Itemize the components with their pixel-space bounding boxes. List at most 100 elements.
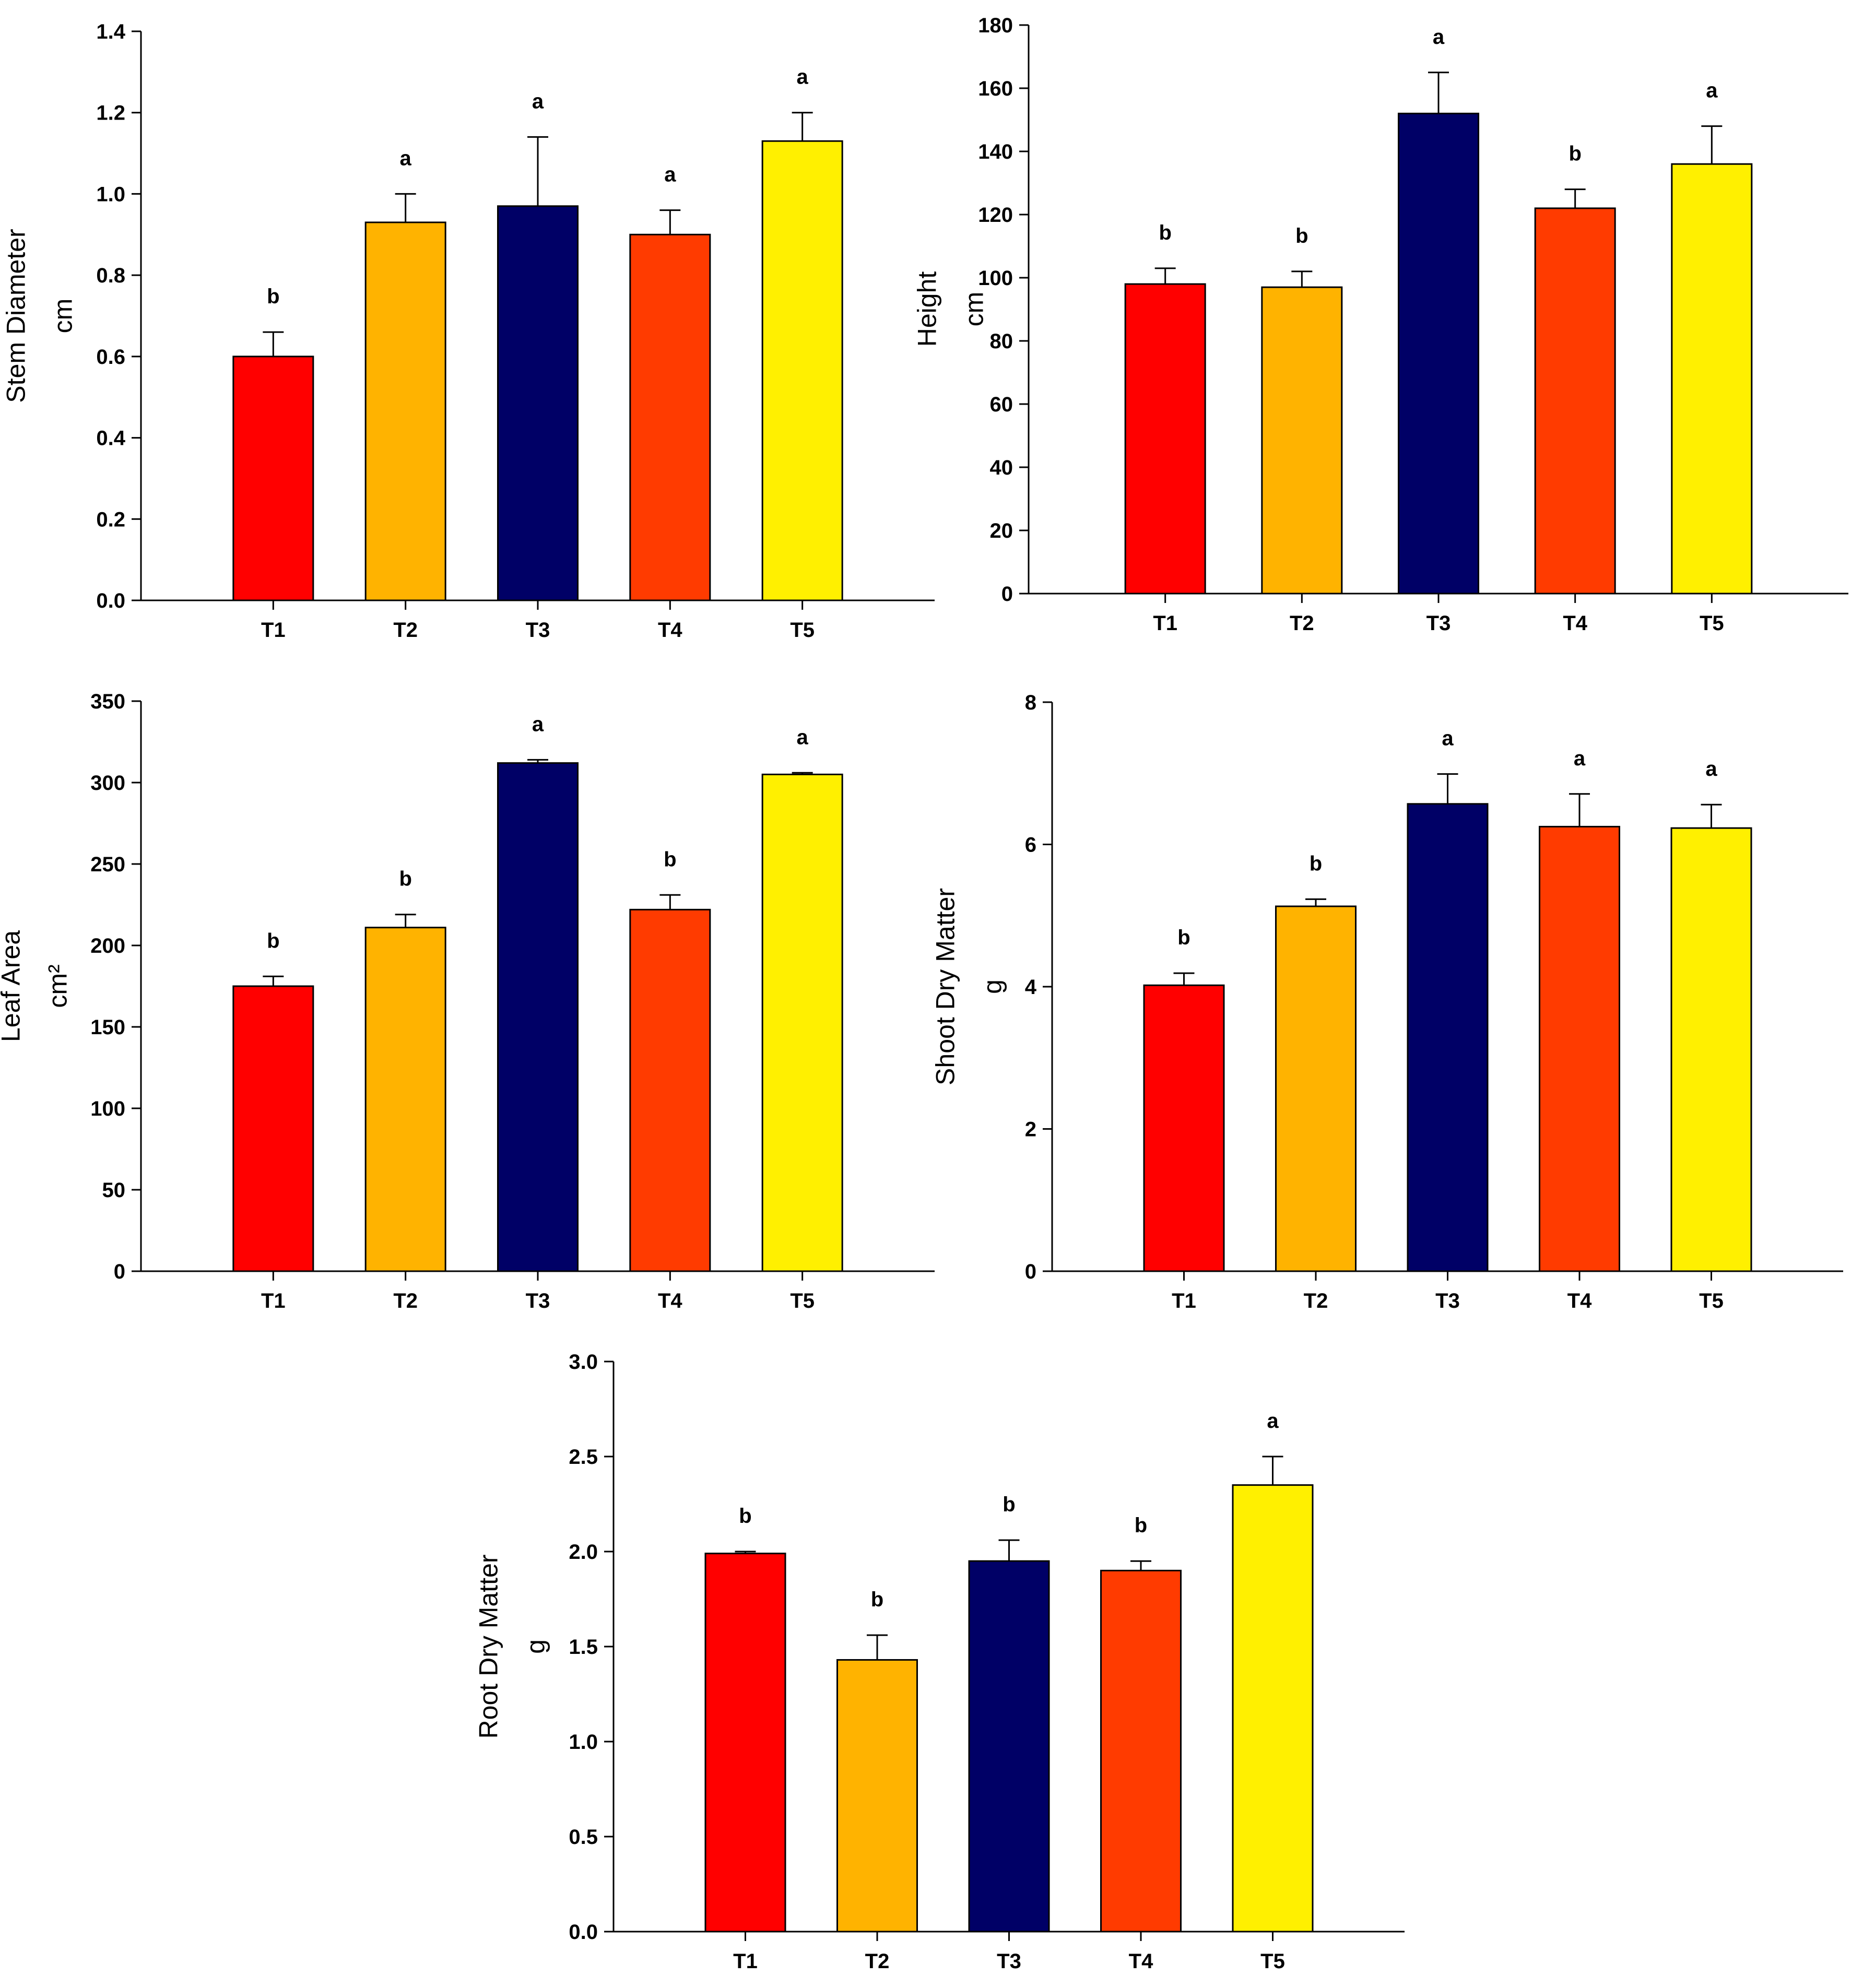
y-tick-label: 1.5 [569,1636,598,1659]
bar-t3 [497,762,579,1272]
y-tick-label: 100 [978,267,1013,290]
y-axis-title: Root Dry Matter [474,1555,503,1739]
y-tick-label: 80 [990,330,1013,353]
significance-label: a [1574,747,1586,770]
x-tick-label: T3 [997,1950,1021,1973]
x-tick-label: T4 [1567,1289,1592,1312]
y-tick-label: 2 [1025,1118,1036,1141]
x-tick-label: T5 [1260,1950,1285,1973]
y-tick-label: 0 [1025,1260,1036,1283]
x-tick-label: T2 [1290,612,1314,635]
x-tick-label: T4 [658,1289,682,1312]
y-axis-unit: cm [960,292,989,327]
bar-t2 [836,1659,918,1933]
significance-label: a [1706,79,1718,102]
y-tick-label: 60 [990,393,1013,416]
bar-t1 [1143,984,1225,1272]
bar-t1 [704,1553,786,1933]
y-tick-label: 120 [978,204,1013,227]
x-tick-label: T4 [1129,1950,1153,1973]
y-tick-label: 0.8 [96,264,125,287]
bar-t4 [629,233,711,601]
significance-label: b [267,929,279,952]
x-tick-label: T1 [261,1289,286,1312]
significance-label: b [1159,221,1171,244]
x-tick-label: T4 [1563,612,1587,635]
significance-label: a [797,66,809,89]
y-tick-label: 1.0 [569,1731,598,1754]
significance-label: a [797,726,809,749]
significance-label: b [1310,852,1322,875]
x-tick-label: T3 [526,619,550,642]
y-tick-label: 0.6 [96,346,125,369]
bar-t1 [1124,283,1206,595]
significance-label: b [1295,224,1308,247]
y-tick-label: 4 [1025,976,1037,999]
y-tick-label: 250 [90,853,125,876]
x-tick-label: T5 [1699,1289,1724,1312]
bar-t4 [629,908,711,1272]
y-axis-title: Leaf Area [0,930,26,1042]
significance-label: b [1003,1493,1015,1516]
bar-t4 [1534,207,1616,595]
y-tick-label: 0.0 [569,1921,598,1944]
bar-t1 [232,985,314,1272]
bar-t2 [364,221,446,601]
y-tick-label: 0.0 [96,589,125,612]
y-tick-label: 50 [102,1179,126,1202]
significance-label: b [739,1505,751,1528]
y-tick-label: 6 [1025,834,1036,857]
significance-label: a [532,713,544,736]
x-tick-label: T1 [733,1950,758,1973]
x-tick-label: T5 [790,1289,815,1312]
x-tick-label: T5 [790,619,815,642]
x-tick-label: T2 [1304,1289,1328,1312]
y-tick-label: 0.5 [569,1826,598,1849]
x-tick-label: T3 [526,1289,550,1312]
y-tick-label: 300 [90,772,125,795]
y-tick-label: 140 [978,140,1013,163]
y-tick-label: 0 [1001,583,1013,606]
significance-label: b [664,848,676,871]
significance-label: a [664,163,676,186]
bar-t3 [968,1560,1050,1933]
significance-label: b [871,1588,883,1611]
y-axis-unit: cm [49,299,78,334]
y-axis-title: Stem Diameter [2,229,31,403]
bar-t4 [1100,1569,1182,1933]
bar-t2 [364,927,446,1272]
bar-t5 [1232,1484,1314,1933]
panel-shoot-dry-matter: 0 2 4 6 8 Shoot Dry Matter g b T1 b T2 a T3 a T4 a T5 [931,691,1843,1312]
significance-label: b [1569,143,1581,165]
significance-label: a [1433,26,1445,49]
y-tick-label: 0.4 [96,427,125,450]
y-axis-unit: cm² [43,964,73,1008]
bar-t5 [761,140,843,601]
significance-label: b [399,868,411,891]
bar-t5 [761,773,843,1272]
y-tick-label: 1.4 [96,20,125,43]
y-axis-title: Shoot Dry Matter [931,888,960,1085]
significance-label: b [267,285,279,308]
bar-t1 [232,356,314,601]
x-tick-label: T2 [393,1289,418,1312]
x-tick-label: T1 [261,619,286,642]
significance-label: b [1177,926,1190,949]
bar-t3 [497,205,579,601]
x-tick-label: T4 [658,619,682,642]
y-tick-label: 20 [990,519,1013,542]
panel-height: 0 20 40 60 80 100 120 140 160 180 Height cm b T1 b T2 a T… [913,14,1848,635]
bar-t2 [1261,286,1343,595]
bar-t2 [1275,905,1357,1272]
significance-label: a [1442,727,1454,750]
y-tick-label: 0.2 [96,508,125,531]
y-axis-unit: g [521,1639,550,1654]
x-tick-label: T3 [1435,1289,1460,1312]
x-tick-label: T5 [1700,612,1724,635]
y-tick-label: 2.5 [569,1446,598,1469]
bar-t5 [1670,827,1752,1272]
y-tick-label: 350 [90,690,125,713]
panel-stem-diameter: 0.0 0.2 0.4 0.6 0.8 1.0 1.2 1.4 Stem Diameter cm b… [2,20,935,642]
y-tick-label: 1.0 [96,183,125,206]
